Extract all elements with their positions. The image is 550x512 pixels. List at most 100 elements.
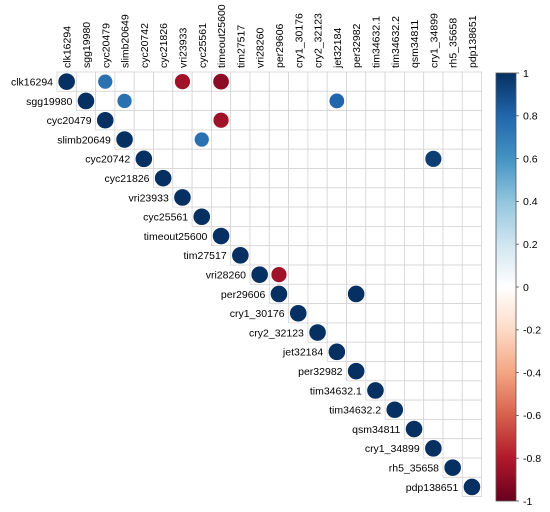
grid-cell <box>384 341 405 362</box>
grid-cell <box>365 283 386 304</box>
grid-cell <box>403 206 425 227</box>
grid-cell <box>307 71 328 92</box>
grid-cell <box>384 90 405 112</box>
grid-cell <box>153 148 174 169</box>
grid-cell <box>268 90 289 112</box>
grid-cell <box>288 206 309 227</box>
grid-cell <box>384 148 405 169</box>
grid-cell <box>346 303 367 324</box>
grid-cell <box>403 90 425 112</box>
grid-cell <box>133 110 154 131</box>
column-label: slimb20649 <box>120 14 132 68</box>
grid-cell <box>326 129 347 150</box>
correlation-circles <box>57 72 481 496</box>
correlation-circle-cyc20479-timeout25600 <box>212 112 230 129</box>
correlation-circle-sgg19980-jet32184 <box>328 92 345 109</box>
grid-cell <box>365 129 386 150</box>
grid-cell <box>423 341 444 362</box>
grid-cell <box>210 206 232 227</box>
grid-cell <box>442 438 463 459</box>
grid-cell <box>307 283 328 304</box>
correlation-circle-per29606-per32982 <box>347 285 366 303</box>
row-label: sgg19980 <box>26 96 72 108</box>
grid-cell <box>442 245 463 266</box>
grid-cell <box>384 283 405 304</box>
grid-cell <box>114 110 135 131</box>
correlation-circle-cyc20479-cyc20479 <box>96 111 115 130</box>
grid-cell <box>403 399 425 420</box>
grid-cell <box>153 129 174 150</box>
colorbar-tick-label: 0.8 <box>523 111 538 123</box>
correlation-circle-clk16294-vri23933 <box>174 73 191 90</box>
grid-cell <box>268 71 289 92</box>
grid-cell <box>288 110 309 131</box>
grid-cell <box>133 129 154 150</box>
grid-cell <box>346 90 367 112</box>
grid-cell <box>230 168 251 189</box>
grid-cell <box>249 225 270 247</box>
correlation-circle-cry2_32123-cry2_32123 <box>308 323 327 342</box>
grid-cell <box>346 148 367 169</box>
grid-cell <box>365 168 386 189</box>
grid-cell <box>268 187 289 208</box>
grid-cell <box>442 148 463 169</box>
grid-cell <box>461 399 482 420</box>
grid-cell <box>423 245 444 266</box>
grid-cell <box>268 110 289 131</box>
colorbar-tick-label: 0.4 <box>523 196 538 208</box>
grid-cell <box>191 148 212 169</box>
grid-cell <box>461 341 482 362</box>
grid-cell <box>365 361 386 382</box>
grid-cell <box>326 187 347 208</box>
grid-cell <box>384 322 405 343</box>
grid-cell <box>403 129 425 150</box>
grid-cell <box>114 71 135 92</box>
grid-cell <box>461 245 482 266</box>
colorbar-tick-label: -0.2 <box>523 325 541 337</box>
grid-cell <box>423 399 444 420</box>
grid-cell <box>326 71 347 92</box>
color-legend: 1 0.8 0.6 0.4 0.2 0 -0.2 -0.4 -0.6 -0.8 -1 <box>495 68 541 508</box>
grid-cell <box>307 225 328 247</box>
grid-cell <box>153 71 174 92</box>
correlation-circle-qsm34811-qsm34811 <box>405 420 423 438</box>
column-label: per32982 <box>351 23 363 68</box>
grid-cell <box>384 264 405 285</box>
grid-cell <box>423 187 444 208</box>
grid-cell <box>268 225 289 247</box>
grid-cell <box>384 303 405 324</box>
grid-cell <box>288 283 309 304</box>
grid-cell <box>442 90 463 112</box>
grid-cell <box>384 129 405 150</box>
row-label: per32982 <box>298 366 343 378</box>
column-label: sgg19980 <box>81 22 93 68</box>
grid-cell <box>365 322 386 343</box>
grid-cell <box>384 187 405 208</box>
grid-cell <box>230 110 251 131</box>
grid-cell <box>461 418 482 440</box>
grid-cell <box>346 110 367 131</box>
correlation-circle-tim34632.2-tim34632.2 <box>385 400 404 419</box>
grid-cell <box>288 148 309 169</box>
grid-cell <box>307 264 328 285</box>
grid-cell <box>346 168 367 189</box>
grid-cell <box>442 418 463 440</box>
grid-cell <box>442 71 463 92</box>
colorbar-tick-label: 0 <box>523 282 529 294</box>
grid-cell <box>191 168 212 189</box>
grid-cell <box>365 225 386 247</box>
grid-cell <box>210 187 232 208</box>
grid-cell <box>423 322 444 343</box>
grid-cell <box>403 245 425 266</box>
grid-cell <box>249 129 270 150</box>
grid-cell <box>461 71 482 92</box>
grid-cell <box>326 168 347 189</box>
grid-cell <box>172 148 193 169</box>
grid-cell <box>423 90 444 112</box>
column-label: cyc20479 <box>100 23 112 68</box>
grid-cell <box>133 71 154 92</box>
correlation-circle-vri28260-per29606 <box>270 266 288 283</box>
grid-cell <box>307 245 328 266</box>
grid-cell <box>133 90 154 112</box>
